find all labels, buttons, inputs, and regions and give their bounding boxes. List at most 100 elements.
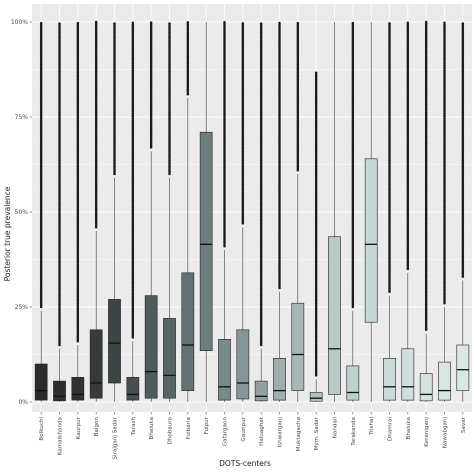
- outlier-point: [443, 108, 446, 112]
- outlier-point: [113, 73, 116, 77]
- outlier-point: [58, 297, 61, 301]
- outlier-point: [39, 276, 43, 280]
- outlier-point: [424, 154, 428, 157]
- outlier-point: [314, 232, 318, 235]
- outlier-point: [406, 120, 410, 124]
- outlier-point: [351, 280, 355, 283]
- outlier-point: [443, 300, 446, 303]
- outlier-point: [443, 120, 446, 124]
- outlier-point: [223, 53, 226, 56]
- outlier-point: [131, 23, 135, 26]
- outlier-point: [406, 259, 410, 262]
- outlier-point: [259, 111, 263, 114]
- outlier-point: [168, 92, 171, 95]
- outlier-point: [168, 102, 171, 106]
- outlier-point: [223, 126, 226, 130]
- outlier-point: [351, 247, 355, 251]
- outlier-point: [278, 90, 281, 93]
- outlier-point: [94, 193, 98, 196]
- outlier-point: [406, 161, 410, 165]
- outlier-point: [424, 32, 428, 36]
- outlier-point: [58, 237, 61, 241]
- outlier-point: [388, 121, 391, 124]
- outlier-point: [443, 190, 446, 194]
- outlier-point: [351, 162, 355, 165]
- outlier-point: [443, 266, 446, 269]
- outlier-point: [39, 35, 43, 39]
- outlier-point: [461, 242, 465, 246]
- outlier-point: [314, 160, 318, 163]
- outlier-point: [149, 35, 153, 38]
- outlier-point: [259, 247, 263, 251]
- outlier-point: [113, 164, 116, 167]
- outlier-point: [443, 55, 446, 59]
- outlier-point: [186, 63, 190, 67]
- outlier-point: [94, 154, 98, 157]
- outlier-point: [131, 54, 135, 57]
- outlier-point: [259, 83, 263, 87]
- outlier-point: [186, 91, 190, 94]
- outlier-point: [278, 204, 281, 208]
- outlier-point: [241, 112, 245, 116]
- outlier-point: [186, 79, 190, 82]
- outlier-point: [76, 126, 80, 129]
- outlier-point: [424, 208, 428, 212]
- outlier-point: [241, 155, 245, 158]
- outlier-point: [94, 22, 98, 25]
- outlier-point: [443, 168, 446, 172]
- box-iqr: [89, 329, 103, 399]
- outlier-point: [259, 299, 263, 302]
- outlier-point: [351, 121, 355, 124]
- outlier-point: [351, 88, 355, 92]
- outlier-point: [58, 184, 61, 188]
- outlier-point: [131, 166, 135, 170]
- outlier-point: [259, 106, 263, 109]
- outlier-point: [461, 259, 465, 263]
- outlier-point: [388, 54, 391, 58]
- outlier-point: [351, 278, 355, 281]
- outlier-point: [406, 211, 410, 214]
- outlier-point: [149, 28, 153, 31]
- outlier-point: [443, 137, 446, 141]
- outlier-point: [149, 24, 153, 28]
- outlier-point: [58, 270, 61, 273]
- outlier-point: [76, 322, 80, 326]
- outlier-point: [58, 251, 61, 254]
- outlier-point: [314, 107, 318, 110]
- outlier-point: [168, 70, 171, 73]
- outlier-point: [314, 290, 318, 293]
- outlier-point: [39, 290, 43, 293]
- outlier-point: [259, 159, 263, 162]
- outlier-point: [406, 115, 410, 119]
- outlier-point: [278, 187, 281, 191]
- outlier-point: [424, 266, 428, 270]
- outlier-point: [58, 123, 61, 126]
- outlier-point: [296, 160, 300, 163]
- box-18: [346, 21, 360, 402]
- outlier-point: [406, 230, 410, 233]
- outlier-point: [259, 145, 263, 148]
- outlier-point: [131, 26, 135, 30]
- outlier-point: [131, 79, 135, 83]
- outlier-point: [259, 239, 263, 242]
- outlier-point: [76, 336, 80, 340]
- outlier-point: [351, 33, 355, 37]
- outlier-point: [131, 146, 135, 149]
- x-tick-label: Kamalkhanda: [58, 417, 64, 455]
- outlier-point: [131, 264, 135, 267]
- outlier-point: [76, 298, 80, 302]
- outlier-point: [424, 196, 428, 200]
- outlier-point: [424, 198, 428, 202]
- outlier-point: [223, 109, 226, 113]
- outlier-point: [351, 136, 355, 139]
- outlier-point: [278, 168, 281, 172]
- outlier-point: [76, 273, 80, 276]
- outlier-point: [388, 254, 391, 258]
- outlier-point: [223, 31, 226, 34]
- outlier-point: [443, 201, 446, 204]
- outlier-point: [39, 133, 43, 136]
- outlier-point: [278, 107, 281, 110]
- outlier-point: [296, 150, 300, 153]
- outlier-point: [76, 196, 80, 199]
- outlier-point: [131, 189, 135, 192]
